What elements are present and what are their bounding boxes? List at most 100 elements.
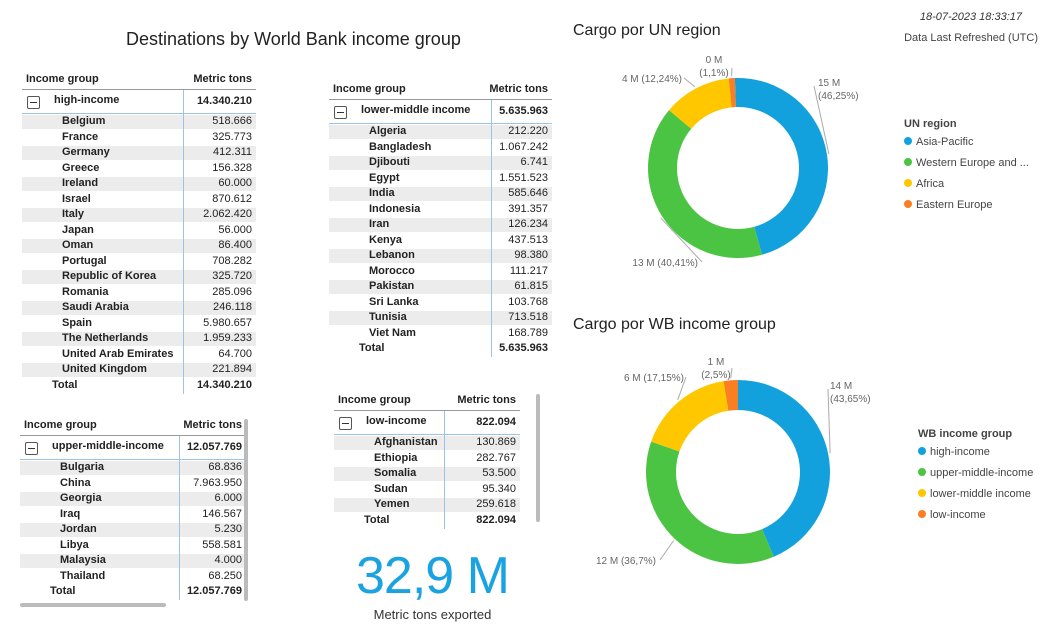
chart-wb-income-legend: WB income group high-income upper-middle-i… xyxy=(918,428,1033,530)
group-value: 822.094 xyxy=(476,416,516,428)
row-country: Algeria xyxy=(369,125,407,137)
legend-swatch xyxy=(918,468,926,476)
collapse-icon[interactable] xyxy=(339,417,352,430)
row-country: Israel xyxy=(62,192,91,205)
group-row: upper-middle-income 12.057.769 xyxy=(20,436,246,460)
table-row: Yemen 259.618 xyxy=(334,497,520,513)
row-country: Egypt xyxy=(369,171,400,184)
table-row: Ethiopia 282.767 xyxy=(334,451,520,467)
legend-item[interactable]: Asia-Pacific xyxy=(904,136,1029,157)
table-row: Indonesia 391.357 xyxy=(329,202,552,218)
donut-slice-lower-middle-income[interactable] xyxy=(651,381,729,452)
row-country: Iran xyxy=(369,218,390,230)
donut-slice-asia-pacific[interactable] xyxy=(734,78,828,255)
row-value: 56.000 xyxy=(218,223,252,236)
table-upper-horizontal-scrollbar[interactable] xyxy=(20,603,166,607)
table-row: Georgia 6.000 xyxy=(20,491,246,507)
legend-item[interactable]: Africa xyxy=(904,178,1029,199)
column-divider xyxy=(183,90,184,394)
table-row: United Kingdom 221.894 xyxy=(22,362,256,378)
row-country: Viet Nam xyxy=(369,326,416,339)
table-row: Israel 870.612 xyxy=(22,192,256,208)
row-value: 285.096 xyxy=(212,285,252,298)
row-value: 60.000 xyxy=(218,177,252,189)
row-country: Lebanon xyxy=(369,249,415,261)
legend-item[interactable]: upper-middle-income xyxy=(918,467,1033,488)
row-country: Bangladesh xyxy=(369,140,432,153)
table-row: Iran 126.234 xyxy=(329,217,552,233)
legend-label: Western Europe and ... xyxy=(916,157,1029,169)
refresh-label: Data Last Refreshed (UTC) xyxy=(904,32,1038,44)
column-divider xyxy=(444,411,445,529)
row-value: 5.980.657 xyxy=(203,316,252,329)
donut-slice-eastern-europe[interactable] xyxy=(728,78,736,108)
row-value: 86.400 xyxy=(218,239,252,251)
table-row: Tunisia 713.518 xyxy=(329,310,552,326)
donut-slice-high-income[interactable] xyxy=(738,380,830,557)
row-value: 103.768 xyxy=(508,295,548,308)
table-upper-vertical-scrollbar[interactable] xyxy=(244,419,248,601)
row-country: Bulgaria xyxy=(60,461,105,473)
row-value: 585.646 xyxy=(508,187,548,199)
row-value: 558.581 xyxy=(202,538,242,551)
table-header: Income group Metric tons xyxy=(22,68,256,90)
table-row: Jordan 5.230 xyxy=(20,522,246,538)
row-country: The Netherlands xyxy=(62,332,149,344)
legend-item[interactable]: Eastern Europe xyxy=(904,199,1029,220)
row-value: 156.328 xyxy=(212,161,252,174)
total-row: Total 12.057.769 xyxy=(20,584,246,600)
donut-slice-western-europe-and-[interactable] xyxy=(648,110,763,258)
data-label-pct: (1,1%) xyxy=(699,68,728,79)
row-value: 282.767 xyxy=(476,451,516,464)
table-row: The Netherlands 1.959.233 xyxy=(22,331,256,347)
table-header: Income group Metric tons xyxy=(329,78,552,100)
row-country: Libya xyxy=(60,538,89,551)
table-row: Japan 56.000 xyxy=(22,223,256,239)
group-label: high-income xyxy=(54,94,120,106)
table-row: Malaysia 4.000 xyxy=(20,553,246,569)
legend-item[interactable]: lower-middle income xyxy=(918,488,1033,509)
column-divider xyxy=(491,100,492,357)
row-country: Malaysia xyxy=(60,554,106,566)
row-value: 53.500 xyxy=(482,467,516,479)
row-value: 130.869 xyxy=(476,436,516,448)
legend-item[interactable]: Western Europe and ... xyxy=(904,157,1029,178)
row-country: Pakistan xyxy=(369,280,415,292)
table-low-vertical-scrollbar[interactable] xyxy=(536,394,540,522)
row-value: 1.067.242 xyxy=(499,140,548,153)
legend-swatch xyxy=(918,510,926,518)
table-high-income: Income group Metric tons high-income 14.340… xyxy=(22,68,256,394)
row-country: Georgia xyxy=(60,492,102,504)
row-country: Jordan xyxy=(60,523,97,535)
row-country: Morocco xyxy=(369,264,415,277)
collapse-icon[interactable] xyxy=(25,442,38,455)
donut-slice-upper-middle-income[interactable] xyxy=(646,441,774,564)
donut-slice-low-income[interactable] xyxy=(723,380,738,411)
column-header-metric-tons: Metric tons xyxy=(489,83,548,95)
leader-line xyxy=(813,85,830,155)
data-label: 15 M xyxy=(818,78,840,89)
legend-label: Eastern Europe xyxy=(916,199,993,211)
row-value: 518.666 xyxy=(212,115,252,127)
row-value: 111.217 xyxy=(509,264,548,277)
collapse-icon[interactable] xyxy=(27,96,40,109)
table-row: Lebanon 98.380 xyxy=(329,248,552,264)
table-row: United Arab Emirates 64.700 xyxy=(22,347,256,363)
donut-slice-africa[interactable] xyxy=(669,78,732,129)
legend-item[interactable]: low-income xyxy=(918,509,1033,530)
row-country: France xyxy=(62,130,99,143)
leader-line xyxy=(660,217,703,263)
data-label: 4 M (12,24%) xyxy=(622,74,682,85)
collapse-icon[interactable] xyxy=(334,106,347,119)
row-country: Greece xyxy=(62,161,100,174)
legend-title: WB income group xyxy=(918,428,1013,440)
row-country: Sudan xyxy=(374,482,408,495)
data-label: 14 M xyxy=(830,381,852,392)
legend-label: Africa xyxy=(916,178,945,190)
column-header-income-group: Income group xyxy=(26,73,99,85)
legend-item[interactable]: high-income xyxy=(918,446,1033,467)
row-country: Saudi Arabia xyxy=(62,301,129,313)
row-value: 68.250 xyxy=(208,569,242,582)
row-country: Republic of Korea xyxy=(62,270,157,282)
row-value: 713.518 xyxy=(508,311,548,323)
